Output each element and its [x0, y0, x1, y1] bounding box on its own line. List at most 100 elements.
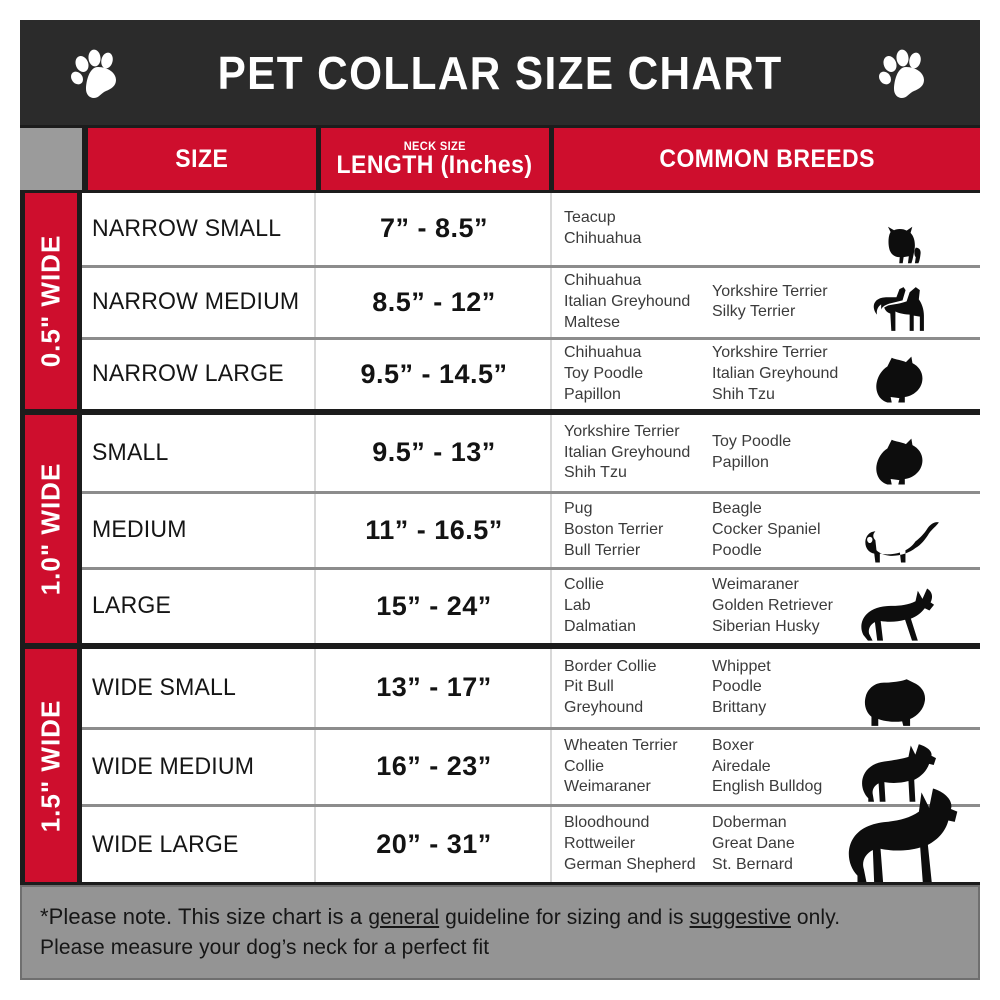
breed-name: Border Collie [564, 657, 657, 675]
footer-note-line-2: Please measure your dog’s neck for a per… [40, 936, 490, 960]
breed-list-c1: Chihuahua Italian Greyhound Maltese [564, 271, 712, 333]
breed-list-c2: Boxer Airedale English Bulldog [712, 736, 902, 798]
breed-list-c1: Bloodhound Rottweiler German Shepherd [564, 813, 712, 875]
cell-common-breeds: Chihuahua Toy Poodle Papillon Yorkshire Ter… [554, 340, 980, 409]
breed-name: Collie [564, 576, 605, 594]
breed-name: Italian Greyhound [564, 293, 691, 311]
table-row: WIDE LARGE 20” - 31” Bloodhound Rottweiler G… [82, 788, 980, 882]
breed-name: Boston Terrier [564, 521, 664, 539]
cell-common-breeds: Collie Lab Dalmatian Weimaraner Golden Retri… [554, 570, 980, 643]
breed-list-c1: Chihuahua Toy Poodle Papillon [564, 343, 712, 405]
breed-name: Greyhound [564, 699, 644, 717]
breed-list-c1: Pug Boston Terrier Bull Terrier [564, 499, 712, 561]
cell-neck-length: 7” - 8.5” [318, 193, 552, 265]
breed-name: Dalmatian [564, 617, 637, 635]
cell-neck-length: 9.5” - 13” [318, 415, 552, 491]
cell-size-name: NARROW SMALL [82, 193, 316, 265]
breed-name: German Shepherd [564, 856, 696, 874]
breed-name: Cocker Spaniel [712, 521, 821, 539]
breed-name: St. Bernard [712, 856, 793, 874]
breed-list-c2: Yorkshire Terrier Italian Greyhound Shih T… [712, 343, 902, 405]
breed-name: Shih Tzu [712, 385, 775, 403]
neck-length-text: 11” - 16.5” [365, 514, 503, 545]
cell-neck-length: 16” - 23” [318, 729, 552, 805]
section-width-label: 1.0" WIDE [25, 415, 77, 643]
table-row: SMALL 9.5” - 13” Yorkshire Terrier Italian … [82, 415, 980, 491]
cell-common-breeds: Teacup Chihuahua [554, 193, 980, 265]
breed-list-c2: Doberman Great Dane St. Bernard [712, 813, 902, 875]
size-table: SIZE NECK SIZE LENGTH (Inches) COMMON BR… [20, 125, 980, 885]
section-width-label-text: 0.5" WIDE [35, 234, 66, 368]
section-rows: SMALL 9.5” - 13” Yorkshire Terrier Italian … [82, 415, 980, 643]
column-header-length-label: LENGTH (Inches) [336, 151, 534, 179]
breed-name: Maltese [564, 313, 621, 331]
column-header-size: SIZE [88, 128, 316, 190]
cell-size-name: WIDE SMALL [82, 649, 316, 727]
breed-list-c2: Beagle Cocker Spaniel Poodle [712, 499, 902, 561]
breed-list-c1: Yorkshire Terrier Italian Greyhound Shih T… [564, 422, 712, 484]
size-section: 1.0" WIDE SMALL 9.5” - 13” Yorkshire Terrie… [20, 415, 980, 643]
cell-common-breeds: Bloodhound Rottweiler German Shepherd Dober… [554, 807, 980, 882]
cell-neck-length: 20” - 31” [318, 807, 552, 882]
breed-name: Chihuahua [564, 344, 642, 362]
breed-name: Poodle [712, 678, 762, 696]
table-row: NARROW SMALL 7” - 8.5” Teacup Chihuahua [82, 193, 980, 265]
neck-length-text: 7” - 8.5” [379, 213, 489, 244]
cell-size-name: NARROW MEDIUM [82, 267, 316, 337]
breed-name: Lab [564, 597, 591, 615]
breed-name: Wheaten Terrier [564, 736, 678, 754]
breed-name: Bull Terrier [564, 541, 641, 559]
size-name-text: NARROW SMALL [92, 214, 282, 242]
cell-common-breeds: Chihuahua Italian Greyhound Maltese Yorkshi… [554, 268, 980, 337]
section-width-label-text: 1.5" WIDE [35, 699, 66, 832]
breed-name: Golden Retriever [712, 597, 833, 615]
size-name-text: NARROW LARGE [92, 360, 284, 388]
footer-note-line-1: *Please note. This size chart is a gener… [40, 901, 960, 933]
breed-list-c1: Teacup Chihuahua [564, 208, 712, 250]
section-rows: WIDE SMALL 13” - 17” Border Collie Pit Bull… [82, 649, 980, 882]
breed-name: Whippet [712, 657, 771, 675]
footer-note-mid: guideline for sizing and is [439, 906, 690, 929]
section-width-label: 0.5" WIDE [25, 193, 77, 409]
size-name-text: WIDE SMALL [92, 673, 237, 701]
breed-name: Boxer [712, 736, 754, 754]
section-width-label-text: 1.0" WIDE [35, 462, 66, 596]
column-header-size-label: SIZE [175, 144, 229, 173]
breed-list-c1: Border Collie Pit Bull Greyhound [564, 657, 712, 719]
cell-common-breeds: Pug Boston Terrier Bull Terrier Beagle Cocke… [554, 494, 980, 567]
cell-size-name: WIDE MEDIUM [82, 729, 316, 805]
size-name-text: NARROW MEDIUM [92, 288, 300, 316]
cell-common-breeds: Yorkshire Terrier Italian Greyhound Shih T… [554, 415, 980, 491]
column-header-breeds-label: COMMON BREEDS [659, 144, 875, 173]
breed-name: Collie [564, 757, 605, 775]
footer-asterisk: *Please note. This size chart is a [40, 904, 369, 929]
breed-name: Shih Tzu [564, 464, 627, 482]
footer-underline-suggestive: suggestive [689, 906, 791, 929]
breed-name: Papillon [712, 453, 769, 471]
breed-name: Papillon [564, 385, 621, 403]
chart-title-bar: PET COLLAR SIZE CHART [20, 20, 980, 125]
cell-size-name: MEDIUM [82, 493, 316, 567]
breed-name: Silky Terrier [712, 303, 796, 321]
cell-neck-length: 15” - 24” [318, 569, 552, 643]
cell-neck-length: 13” - 17” [318, 649, 552, 727]
cell-neck-length: 9.5” - 14.5” [318, 339, 552, 409]
breed-name: Toy Poodle [564, 365, 644, 383]
breed-list-c2: Weimaraner Golden Retriever Siberian Husky [712, 575, 902, 637]
size-name-text: SMALL [92, 438, 169, 466]
neck-length-text: 15” - 24” [376, 590, 492, 621]
breed-list-c2: Whippet Poodle Brittany [712, 657, 902, 719]
breed-name: Pit Bull [564, 678, 614, 696]
table-corner-cell [20, 128, 82, 190]
paw-print-icon [68, 48, 124, 100]
size-name-text: WIDE LARGE [92, 830, 239, 858]
neck-length-text: 20” - 31” [376, 829, 492, 860]
neck-length-text: 13” - 17” [376, 672, 492, 703]
table-row: NARROW MEDIUM 8.5” - 12” Chihuahua Italian … [82, 264, 980, 337]
column-header-length: NECK SIZE LENGTH (Inches) [321, 128, 549, 190]
breed-name: Italian Greyhound [712, 365, 839, 383]
breed-name: Doberman [712, 814, 787, 832]
breed-name: Bloodhound [564, 814, 650, 832]
size-name-text: LARGE [92, 592, 172, 620]
